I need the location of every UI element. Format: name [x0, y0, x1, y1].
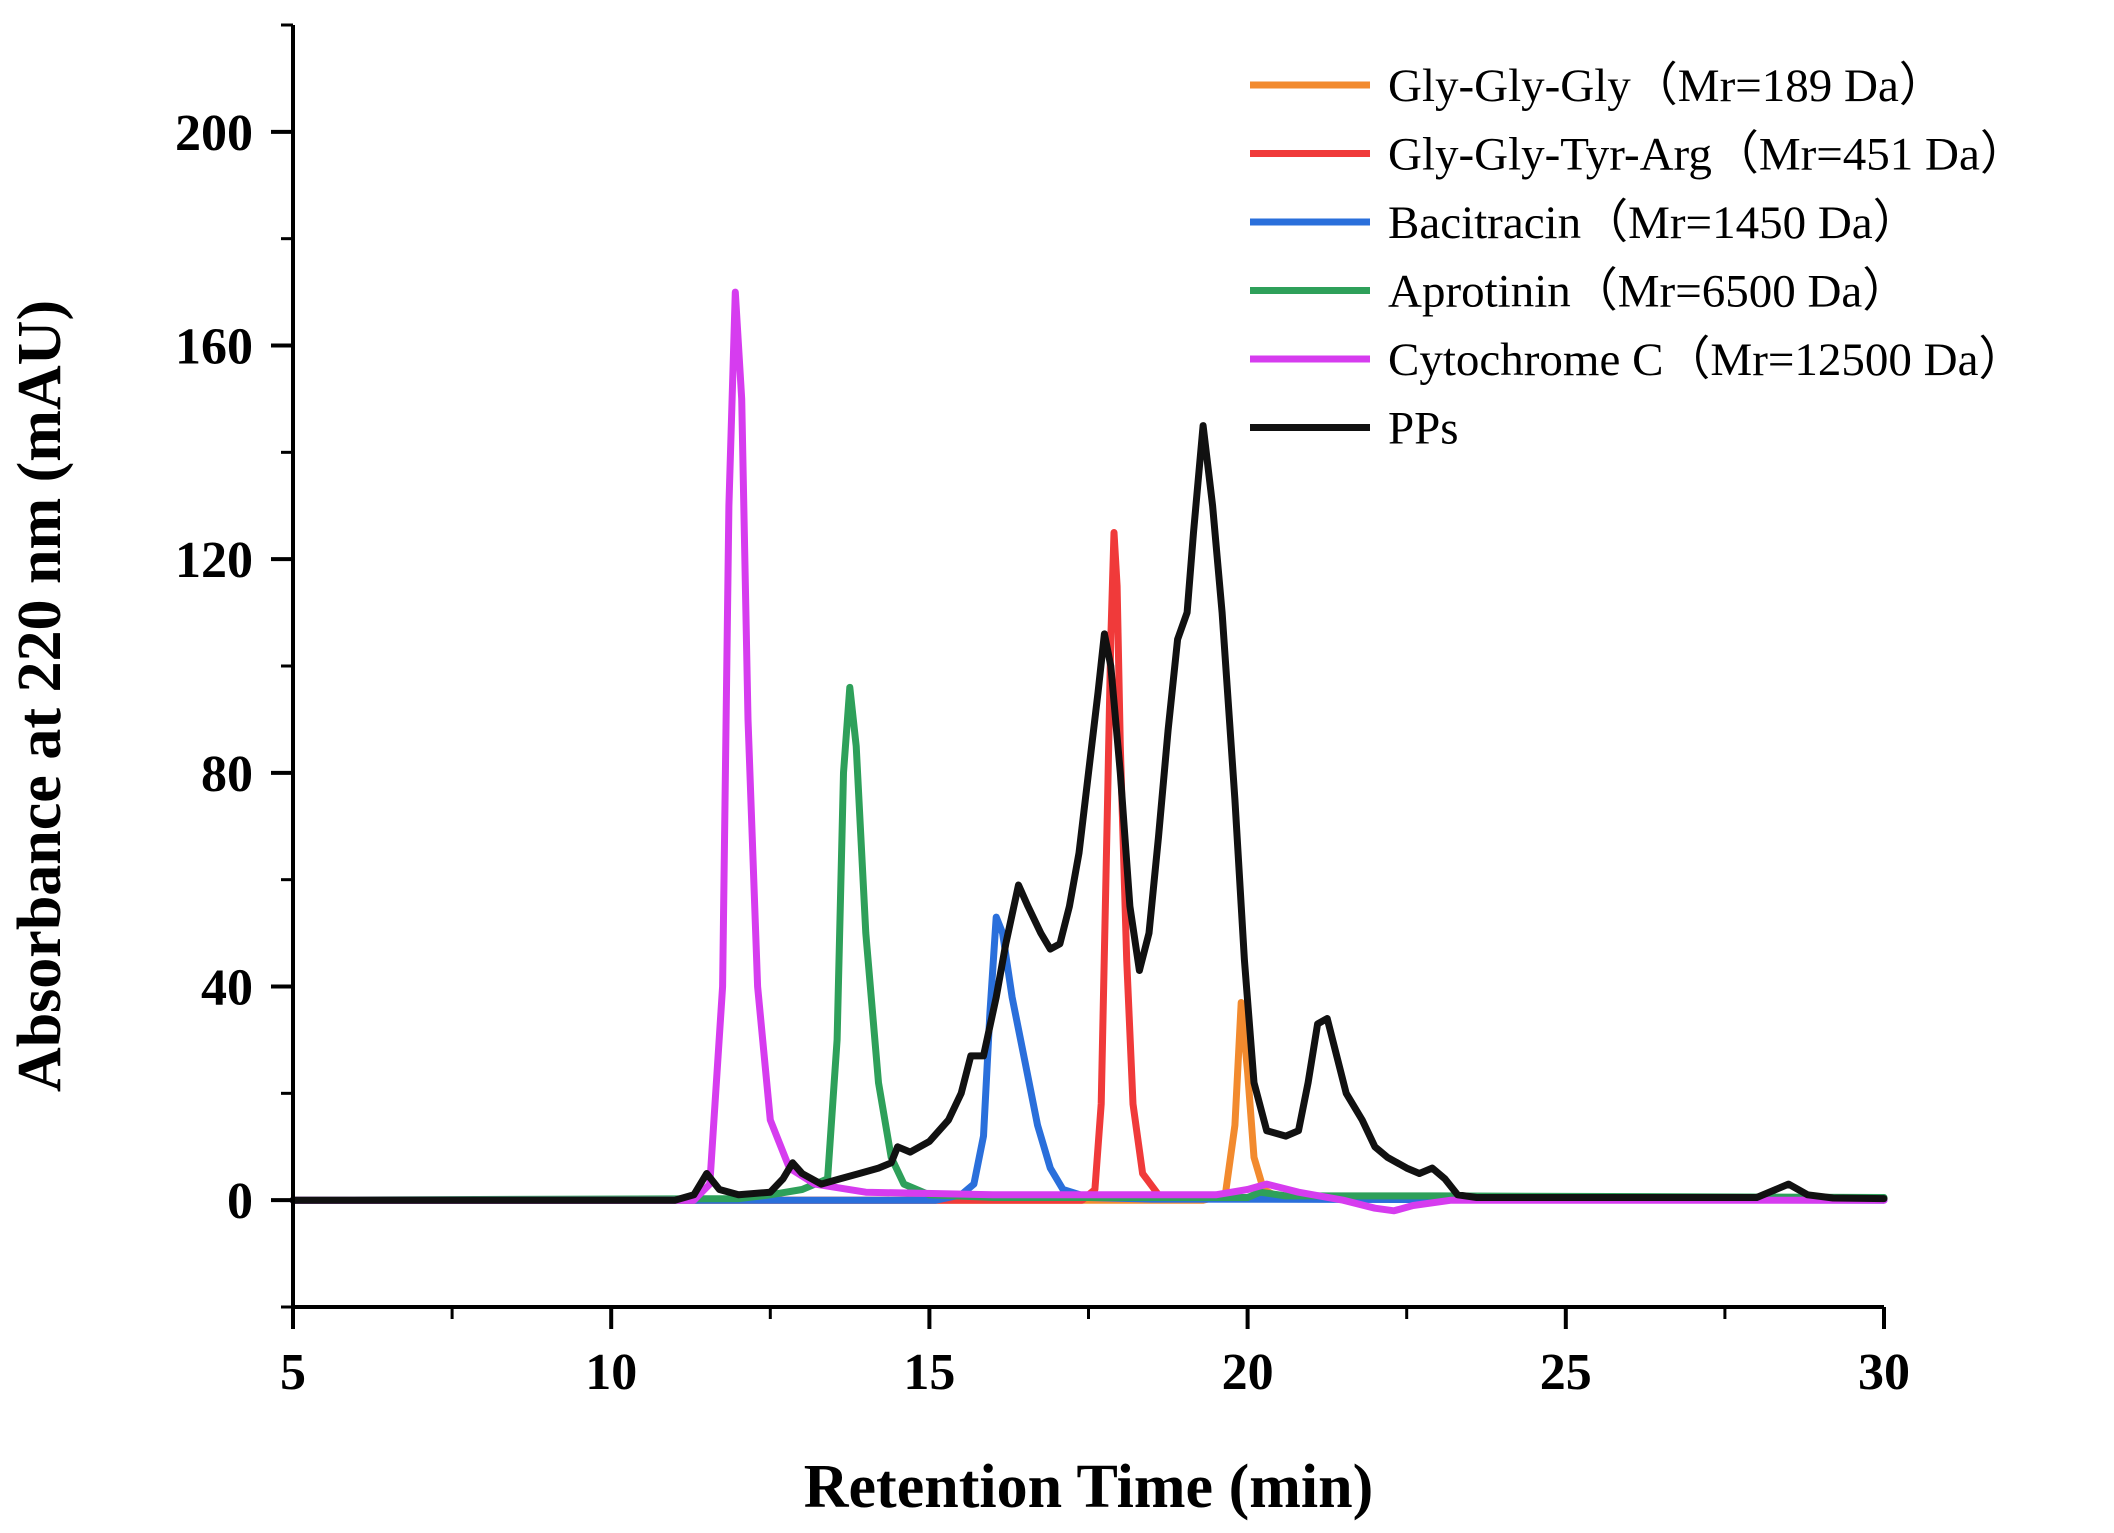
legend-label-4: Cytochrome C（Mr=12500 Da）	[1388, 334, 2025, 386]
series-line-1	[289, 529, 1888, 1204]
y-tick-label: 80	[201, 746, 253, 803]
x-tick-label: 30	[1858, 1344, 1910, 1401]
y-tick-label: 200	[175, 105, 253, 162]
legend-label-1: Gly-Gly-Tyr-Arg（Mr=451 Da）	[1388, 129, 2027, 181]
x-tick-label: 15	[903, 1344, 955, 1401]
x-tick-label: 10	[585, 1344, 637, 1401]
y-tick-label: 120	[175, 532, 253, 589]
series-line-0	[289, 999, 1888, 1204]
x-tick-label: 25	[1540, 1344, 1592, 1401]
y-ticks: 0 40 80 120 160 200	[175, 23, 293, 1309]
y-tick-label: 0	[227, 1173, 253, 1230]
x-tick-label: 20	[1222, 1344, 1274, 1401]
x-axis-title: Retention Time (min)	[804, 1453, 1373, 1521]
series-line-2	[289, 913, 1888, 1204]
legend-label-2: Bacitracin（Mr=1450 Da）	[1388, 197, 1920, 249]
y-tick-label: 40	[201, 960, 253, 1017]
legend-label-5: PPs	[1388, 403, 1459, 455]
series-line-5	[289, 422, 1888, 1204]
axes-layer: 5 10 15 20 25 30 0 40 80 120 160 200	[175, 23, 1910, 1401]
legend: Gly-Gly-Gly（Mr=189 Da） Gly-Gly-Tyr-Arg（Mr…	[1250, 60, 2027, 455]
legend-label-3: Aprotinin（Mr=6500 Da）	[1388, 266, 1909, 318]
series-line-4	[289, 288, 1888, 1215]
series-line-3	[289, 683, 1888, 1204]
y-axis-title: Absorbance at 220 nm (mAU)	[6, 300, 74, 1092]
x-ticks: 5 10 15 20 25 30	[280, 1307, 1910, 1401]
curves-layer	[289, 288, 1888, 1215]
x-tick-label: 5	[280, 1344, 306, 1401]
legend-label-0: Gly-Gly-Gly（Mr=189 Da）	[1388, 60, 1946, 112]
y-tick-label: 160	[175, 319, 253, 376]
